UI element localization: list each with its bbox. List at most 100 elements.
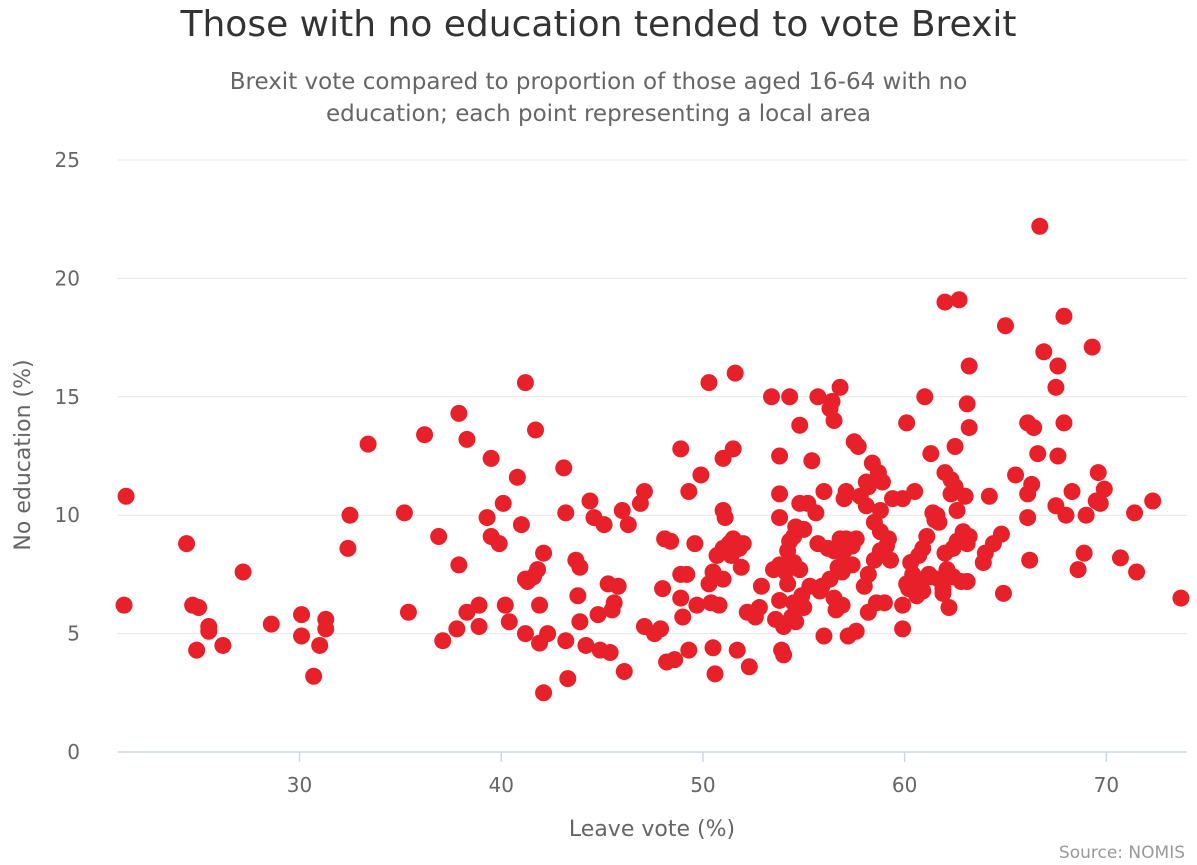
data-point	[494, 494, 512, 512]
data-point	[706, 665, 724, 683]
data-point	[833, 596, 851, 614]
data-point	[662, 532, 680, 550]
data-point	[458, 430, 476, 448]
data-point	[1144, 492, 1162, 510]
data-points	[115, 217, 1190, 702]
data-point	[940, 599, 958, 617]
data-point	[1047, 378, 1065, 396]
data-point	[831, 378, 849, 396]
data-point	[535, 544, 553, 562]
data-point	[803, 452, 821, 470]
data-point	[1023, 475, 1041, 493]
data-point	[914, 582, 932, 600]
data-point	[305, 667, 323, 685]
data-point	[1021, 551, 1039, 569]
data-point	[589, 606, 607, 624]
data-point	[980, 487, 998, 505]
data-point	[619, 516, 637, 534]
data-point	[714, 570, 732, 588]
data-point	[1057, 506, 1075, 524]
data-point	[672, 440, 690, 458]
data-point	[958, 395, 976, 413]
data-point	[1089, 464, 1107, 482]
data-point	[508, 468, 526, 486]
data-point	[1049, 357, 1067, 375]
data-point	[557, 632, 575, 650]
data-point	[482, 449, 500, 467]
data-point	[956, 487, 974, 505]
data-point	[807, 504, 825, 522]
data-point	[115, 596, 133, 614]
y-tick-label: 5	[67, 622, 80, 646]
data-point	[234, 563, 252, 581]
data-point	[395, 504, 413, 522]
data-point	[581, 492, 599, 510]
data-point	[752, 577, 770, 595]
data-point	[1126, 504, 1144, 522]
data-point	[726, 364, 744, 382]
data-point	[700, 374, 718, 392]
chart-subtitle: Brexit vote compared to proportion of th…	[229, 69, 968, 127]
data-point	[686, 535, 704, 553]
data-point	[906, 483, 924, 501]
data-point	[178, 535, 196, 553]
data-point	[948, 501, 966, 519]
data-point	[960, 528, 978, 546]
data-point	[1063, 483, 1081, 501]
data-point	[359, 435, 377, 453]
data-point	[771, 509, 789, 527]
data-point	[1019, 509, 1037, 527]
data-point	[317, 620, 335, 638]
data-point	[531, 596, 549, 614]
data-point	[478, 509, 496, 527]
data-point	[293, 627, 311, 645]
data-point	[996, 317, 1014, 335]
data-point	[430, 528, 448, 546]
data-point	[555, 459, 573, 477]
x-axis-title: Leave vote (%)	[569, 817, 735, 842]
data-point	[571, 558, 589, 576]
data-point	[894, 620, 912, 638]
data-point	[557, 504, 575, 522]
data-point	[960, 419, 978, 437]
data-point	[1172, 589, 1190, 607]
data-point	[779, 575, 797, 593]
y-tick-label: 0	[67, 740, 80, 764]
data-point	[666, 651, 684, 669]
data-point	[615, 662, 633, 680]
data-point	[692, 466, 710, 484]
data-point	[732, 558, 750, 576]
data-point	[293, 606, 311, 624]
data-point	[559, 670, 577, 688]
data-point	[595, 516, 613, 534]
data-point	[837, 483, 855, 501]
data-point	[930, 513, 948, 531]
data-point	[809, 388, 827, 406]
data-point	[339, 539, 357, 557]
data-point	[1029, 445, 1047, 463]
y-tick-label: 10	[55, 503, 80, 527]
data-point	[771, 447, 789, 465]
data-point	[635, 483, 653, 501]
data-point	[894, 596, 912, 614]
data-point	[936, 293, 954, 311]
data-point	[704, 639, 722, 657]
data-point	[992, 525, 1010, 543]
data-point	[791, 561, 809, 579]
data-point	[849, 438, 867, 456]
data-point	[450, 556, 468, 574]
data-point	[1077, 506, 1095, 524]
data-point	[1055, 307, 1073, 325]
data-point	[873, 473, 891, 491]
data-point	[898, 414, 916, 432]
data-point	[601, 644, 619, 662]
data-point	[950, 291, 968, 309]
data-point	[1069, 561, 1087, 579]
data-point	[527, 421, 545, 439]
data-point	[859, 565, 877, 583]
data-point	[791, 416, 809, 434]
x-tick-label: 70	[1094, 773, 1119, 797]
data-point	[716, 509, 734, 527]
data-point	[1025, 419, 1043, 437]
x-tick-label: 60	[892, 773, 917, 797]
